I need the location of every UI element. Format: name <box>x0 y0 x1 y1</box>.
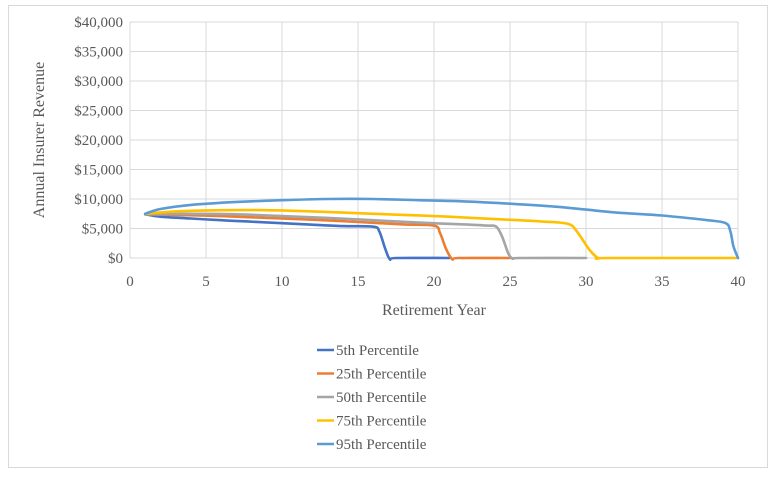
y-tick-label: $40,000 <box>74 15 123 31</box>
y-tick-label: $15,000 <box>74 163 123 179</box>
legend: 5th Percentile 25th Percentile 50th Percen… <box>317 343 427 453</box>
series-lines <box>143 197 740 261</box>
series-line <box>143 212 588 261</box>
x-tick-label: 10 <box>275 274 290 290</box>
y-tick-label: $0 <box>108 251 123 267</box>
y-axis-title: Annual Insurer Revenue <box>31 62 48 218</box>
x-axis-ticks: 0 5 10 15 20 25 30 35 40 <box>126 274 745 290</box>
series-line <box>143 197 740 260</box>
y-tick-label: $35,000 <box>74 45 123 61</box>
y-tick-label: $25,000 <box>74 104 123 120</box>
legend-label: 25th Percentile <box>336 367 427 383</box>
legend-label: 95th Percentile <box>336 437 427 453</box>
legend-label: 75th Percentile <box>336 414 427 430</box>
x-tick-label: 5 <box>202 274 210 290</box>
x-tick-label: 25 <box>503 274 518 290</box>
x-tick-label: 15 <box>351 274 366 290</box>
x-tick-label: 0 <box>126 274 134 290</box>
legend-label: 5th Percentile <box>336 343 419 359</box>
y-tick-label: $10,000 <box>74 192 123 208</box>
y-tick-label: $20,000 <box>74 133 123 149</box>
legend-label: 50th Percentile <box>336 390 427 406</box>
x-axis-title: Retirement Year <box>382 302 487 319</box>
y-tick-label: $5,000 <box>82 222 123 238</box>
x-tick-label: 35 <box>655 274 670 290</box>
chart-frame <box>8 5 768 468</box>
series-line <box>143 208 740 260</box>
series-line <box>143 213 451 261</box>
x-tick-label: 30 <box>579 274 594 290</box>
x-tick-label: 40 <box>731 274 746 290</box>
x-tick-label: 20 <box>427 274 442 290</box>
series-line <box>143 213 512 261</box>
y-tick-label: $30,000 <box>74 74 123 90</box>
y-axis-ticks: $0 $5,000 $10,000 $15,000 $20,000 $25,000 $30,… <box>74 15 123 267</box>
